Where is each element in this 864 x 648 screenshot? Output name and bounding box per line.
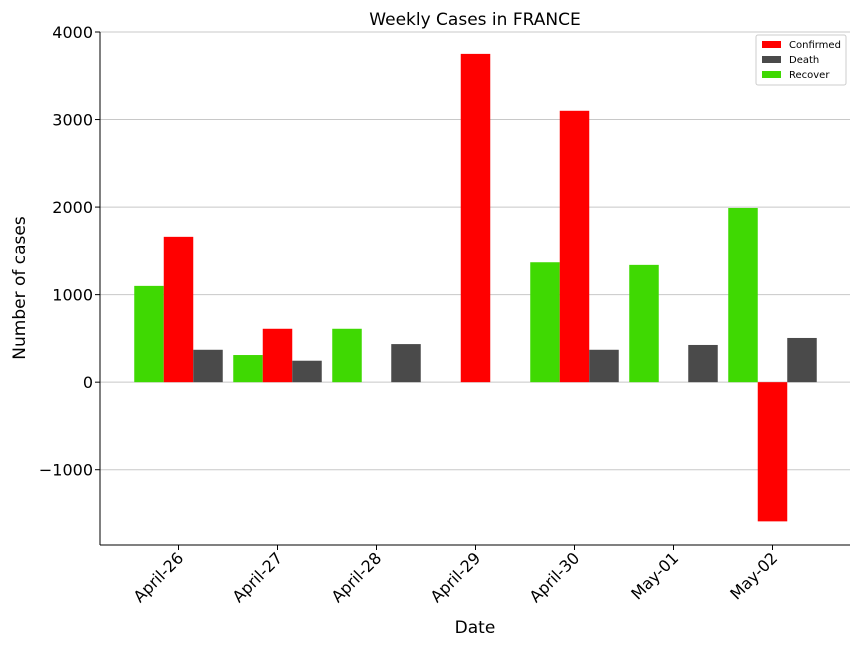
y-tick-label: 0 xyxy=(83,373,93,392)
x-tick-label: April-28 xyxy=(328,548,386,606)
x-tick-label: April-30 xyxy=(526,548,584,606)
bar-confirmed xyxy=(262,328,293,383)
legend-swatch xyxy=(762,71,781,78)
y-tick-label: 1000 xyxy=(52,286,93,305)
bars xyxy=(134,53,817,522)
x-tick-label: May-02 xyxy=(726,548,781,603)
bar-recover xyxy=(332,328,362,383)
bar-death xyxy=(589,349,619,383)
x-tick-label: April-27 xyxy=(229,548,287,606)
y-ticks: −1000 0 1000 2000 3000 4000 xyxy=(39,23,100,480)
y-tick-label: 2000 xyxy=(52,198,93,217)
legend-label: Confirmed xyxy=(789,40,841,51)
bar-recover xyxy=(233,355,263,383)
bar-confirmed xyxy=(559,110,590,383)
x-tick-label: May-01 xyxy=(627,548,682,603)
x-tick-label: April-29 xyxy=(427,548,485,606)
legend-swatch xyxy=(762,41,781,48)
bar-recover xyxy=(728,207,758,383)
bar-death xyxy=(688,344,718,383)
bar-recover xyxy=(530,262,560,383)
bar-confirmed xyxy=(460,53,491,383)
x-axis-label: Date xyxy=(455,618,496,638)
bar-confirmed xyxy=(163,236,194,383)
y-tick-label: 3000 xyxy=(52,111,93,130)
bar-death xyxy=(787,337,817,383)
legend-label: Death xyxy=(789,55,819,66)
bar-death xyxy=(391,344,421,383)
x-tick-label: April-26 xyxy=(130,548,188,606)
y-tick-label: −1000 xyxy=(39,461,93,480)
x-ticks: April-26 April-27 April-28 April-29 April-30… xyxy=(130,545,781,606)
legend-label: Recover xyxy=(789,70,830,81)
legend: Confirmed Death Recover xyxy=(755,34,847,86)
bar-recover xyxy=(629,264,659,383)
bar-confirmed xyxy=(757,382,788,522)
chart-title: Weekly Cases in FRANCE xyxy=(369,10,580,30)
legend-swatch xyxy=(762,56,781,63)
y-tick-label: 4000 xyxy=(52,23,93,42)
bar-death xyxy=(193,349,223,383)
bar-recover xyxy=(134,285,164,383)
y-axis-label: Number of cases xyxy=(10,216,30,360)
bar-death xyxy=(292,360,322,383)
